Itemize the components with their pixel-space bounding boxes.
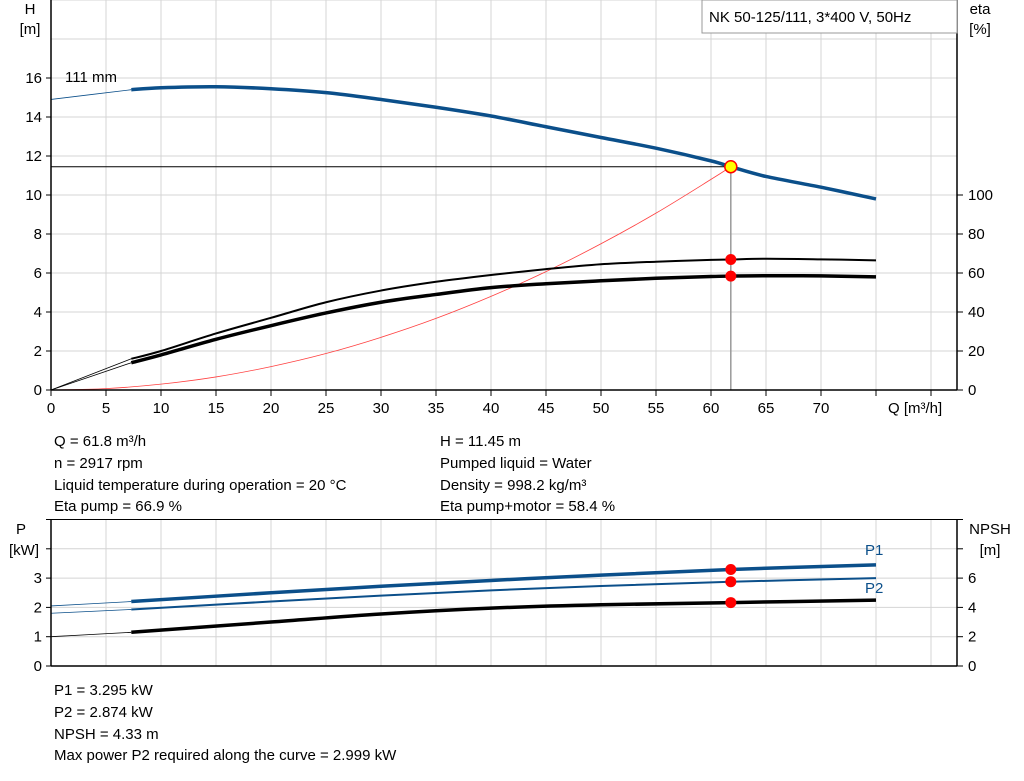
h-tick-label: 6 [34, 265, 42, 282]
x-tick-label: 0 [47, 400, 55, 417]
top-grid [51, 0, 957, 390]
eta-tick-label: 40 [968, 304, 985, 321]
info-max-p2: Max power P2 required along the curve = … [54, 747, 397, 764]
eta-pump-motor-curve-extension [50, 362, 132, 391]
h-axis-label: H [25, 1, 36, 18]
info-liquid-temp: Liquid temperature during operation = 20… [54, 477, 347, 494]
eta-pump-point [725, 254, 737, 266]
info-p2: P2 = 2.874 kW [54, 704, 154, 721]
info-p1: P1 = 3.295 kW [54, 682, 154, 699]
top-curves [50, 85, 877, 391]
p2-point [725, 576, 737, 588]
p1-legend-label: P1 [865, 542, 883, 559]
eta-tick-label: 60 [968, 265, 985, 282]
x-tick-label: 10 [153, 400, 170, 417]
curve-diameter-label: 111 mm [65, 69, 117, 86]
p-tick-label: 1 [34, 629, 42, 646]
x-tick-label: 40 [483, 400, 500, 417]
h-tick-label: 0 [34, 382, 42, 399]
p-axis-label: P [16, 521, 26, 538]
x-tick-label: 15 [208, 400, 225, 417]
npsh-tick-label: 6 [968, 570, 976, 587]
p1-point [725, 563, 737, 575]
info-speed: n = 2917 rpm [54, 455, 143, 472]
p2-curve-extension [50, 609, 132, 614]
info-bottom: P1 = 3.295 kW P2 = 2.874 kW NPSH = 4.33 … [54, 682, 397, 764]
eta-axis-label: eta [970, 1, 992, 18]
p-tick-label: 0 [34, 658, 42, 675]
h-tick-label: 10 [25, 187, 42, 204]
operating-point [724, 159, 738, 174]
npsh-tick-label: 2 [968, 629, 976, 646]
npsh-axis-label: NPSH [969, 521, 1011, 538]
h-tick-label: 8 [34, 226, 42, 243]
p-axis-unit: [kW] [9, 542, 39, 559]
title-box [701, 0, 958, 34]
x-tick-label: 25 [318, 400, 335, 417]
npsh-curve [131, 598, 877, 635]
npsh-curve-extension [50, 631, 132, 638]
p1-curve-extension [50, 601, 132, 607]
npsh-tick-label: 4 [968, 599, 976, 616]
x-tick-label: 50 [593, 400, 610, 417]
eta-pump-curve-extension [50, 358, 132, 391]
p-tick-label: 2 [34, 599, 42, 616]
info-eta-pump: Eta pump = 66.9 % [54, 498, 182, 515]
eta-pump-curve [131, 257, 877, 360]
x-tick-label: 70 [813, 400, 830, 417]
info-npsh: NPSH = 4.33 m [54, 726, 159, 743]
info-pumped-liquid: Pumped liquid = Water [440, 455, 592, 472]
head-curve-extension [50, 89, 132, 100]
x-tick-label: 45 [538, 400, 555, 417]
bottom-curves [50, 563, 877, 638]
h-tick-label: 12 [25, 148, 42, 165]
x-tick-label: 55 [648, 400, 665, 417]
x-tick-label: 20 [263, 400, 280, 417]
h-tick-label: 4 [34, 304, 42, 321]
p2-legend-label: P2 [865, 580, 883, 597]
h-tick-label: 14 [25, 109, 42, 126]
eta-pump-motor-curve [130, 273, 877, 365]
npsh-point [725, 597, 737, 609]
info-top-left: Q = 61.8 m³/h n = 2917 rpm Liquid temper… [54, 433, 347, 515]
x-tick-label: 30 [373, 400, 390, 417]
system-curve [50, 166, 732, 391]
info-top-right: H = 11.45 m Pumped liquid = Water Densit… [440, 433, 615, 515]
head-curve [131, 85, 877, 201]
chart-title: NK 50-125/111, 3*400 V, 50Hz [709, 9, 911, 26]
npsh-axis-unit: [m] [980, 542, 1001, 559]
bottom-grid [51, 519, 957, 666]
x-tick-label: 65 [758, 400, 775, 417]
eta-tick-label: 0 [968, 382, 976, 399]
axes: 0 5 10 15 20 25 30 35 40 45 50 55 60 65 70024681012141… [25, 0, 993, 675]
eta-tick-label: 100 [968, 187, 993, 204]
p1-curve [131, 563, 877, 604]
eta-tick-label: 80 [968, 226, 985, 243]
x-tick-label: 35 [428, 400, 445, 417]
p-tick-label: 3 [34, 570, 42, 587]
info-eta-pump-motor: Eta pump+motor = 58.4 % [440, 498, 615, 515]
eta-axis-unit: [%] [969, 21, 991, 38]
h-tick-label: 16 [25, 70, 42, 87]
npsh-tick-label: 0 [968, 658, 976, 675]
h-axis-unit: [m] [20, 21, 41, 38]
info-head: H = 11.45 m [440, 433, 521, 450]
info-density: Density = 998.2 kg/m³ [440, 477, 586, 494]
x-tick-label: 5 [102, 400, 110, 417]
eta-tick-label: 20 [968, 343, 985, 360]
h-tick-label: 2 [34, 343, 42, 360]
eta-pump-motor-point [725, 270, 737, 282]
x-tick-label: 60 [703, 400, 720, 417]
info-flow: Q = 61.8 m³/h [54, 433, 146, 450]
q-axis-label: Q [m³/h] [888, 400, 942, 417]
